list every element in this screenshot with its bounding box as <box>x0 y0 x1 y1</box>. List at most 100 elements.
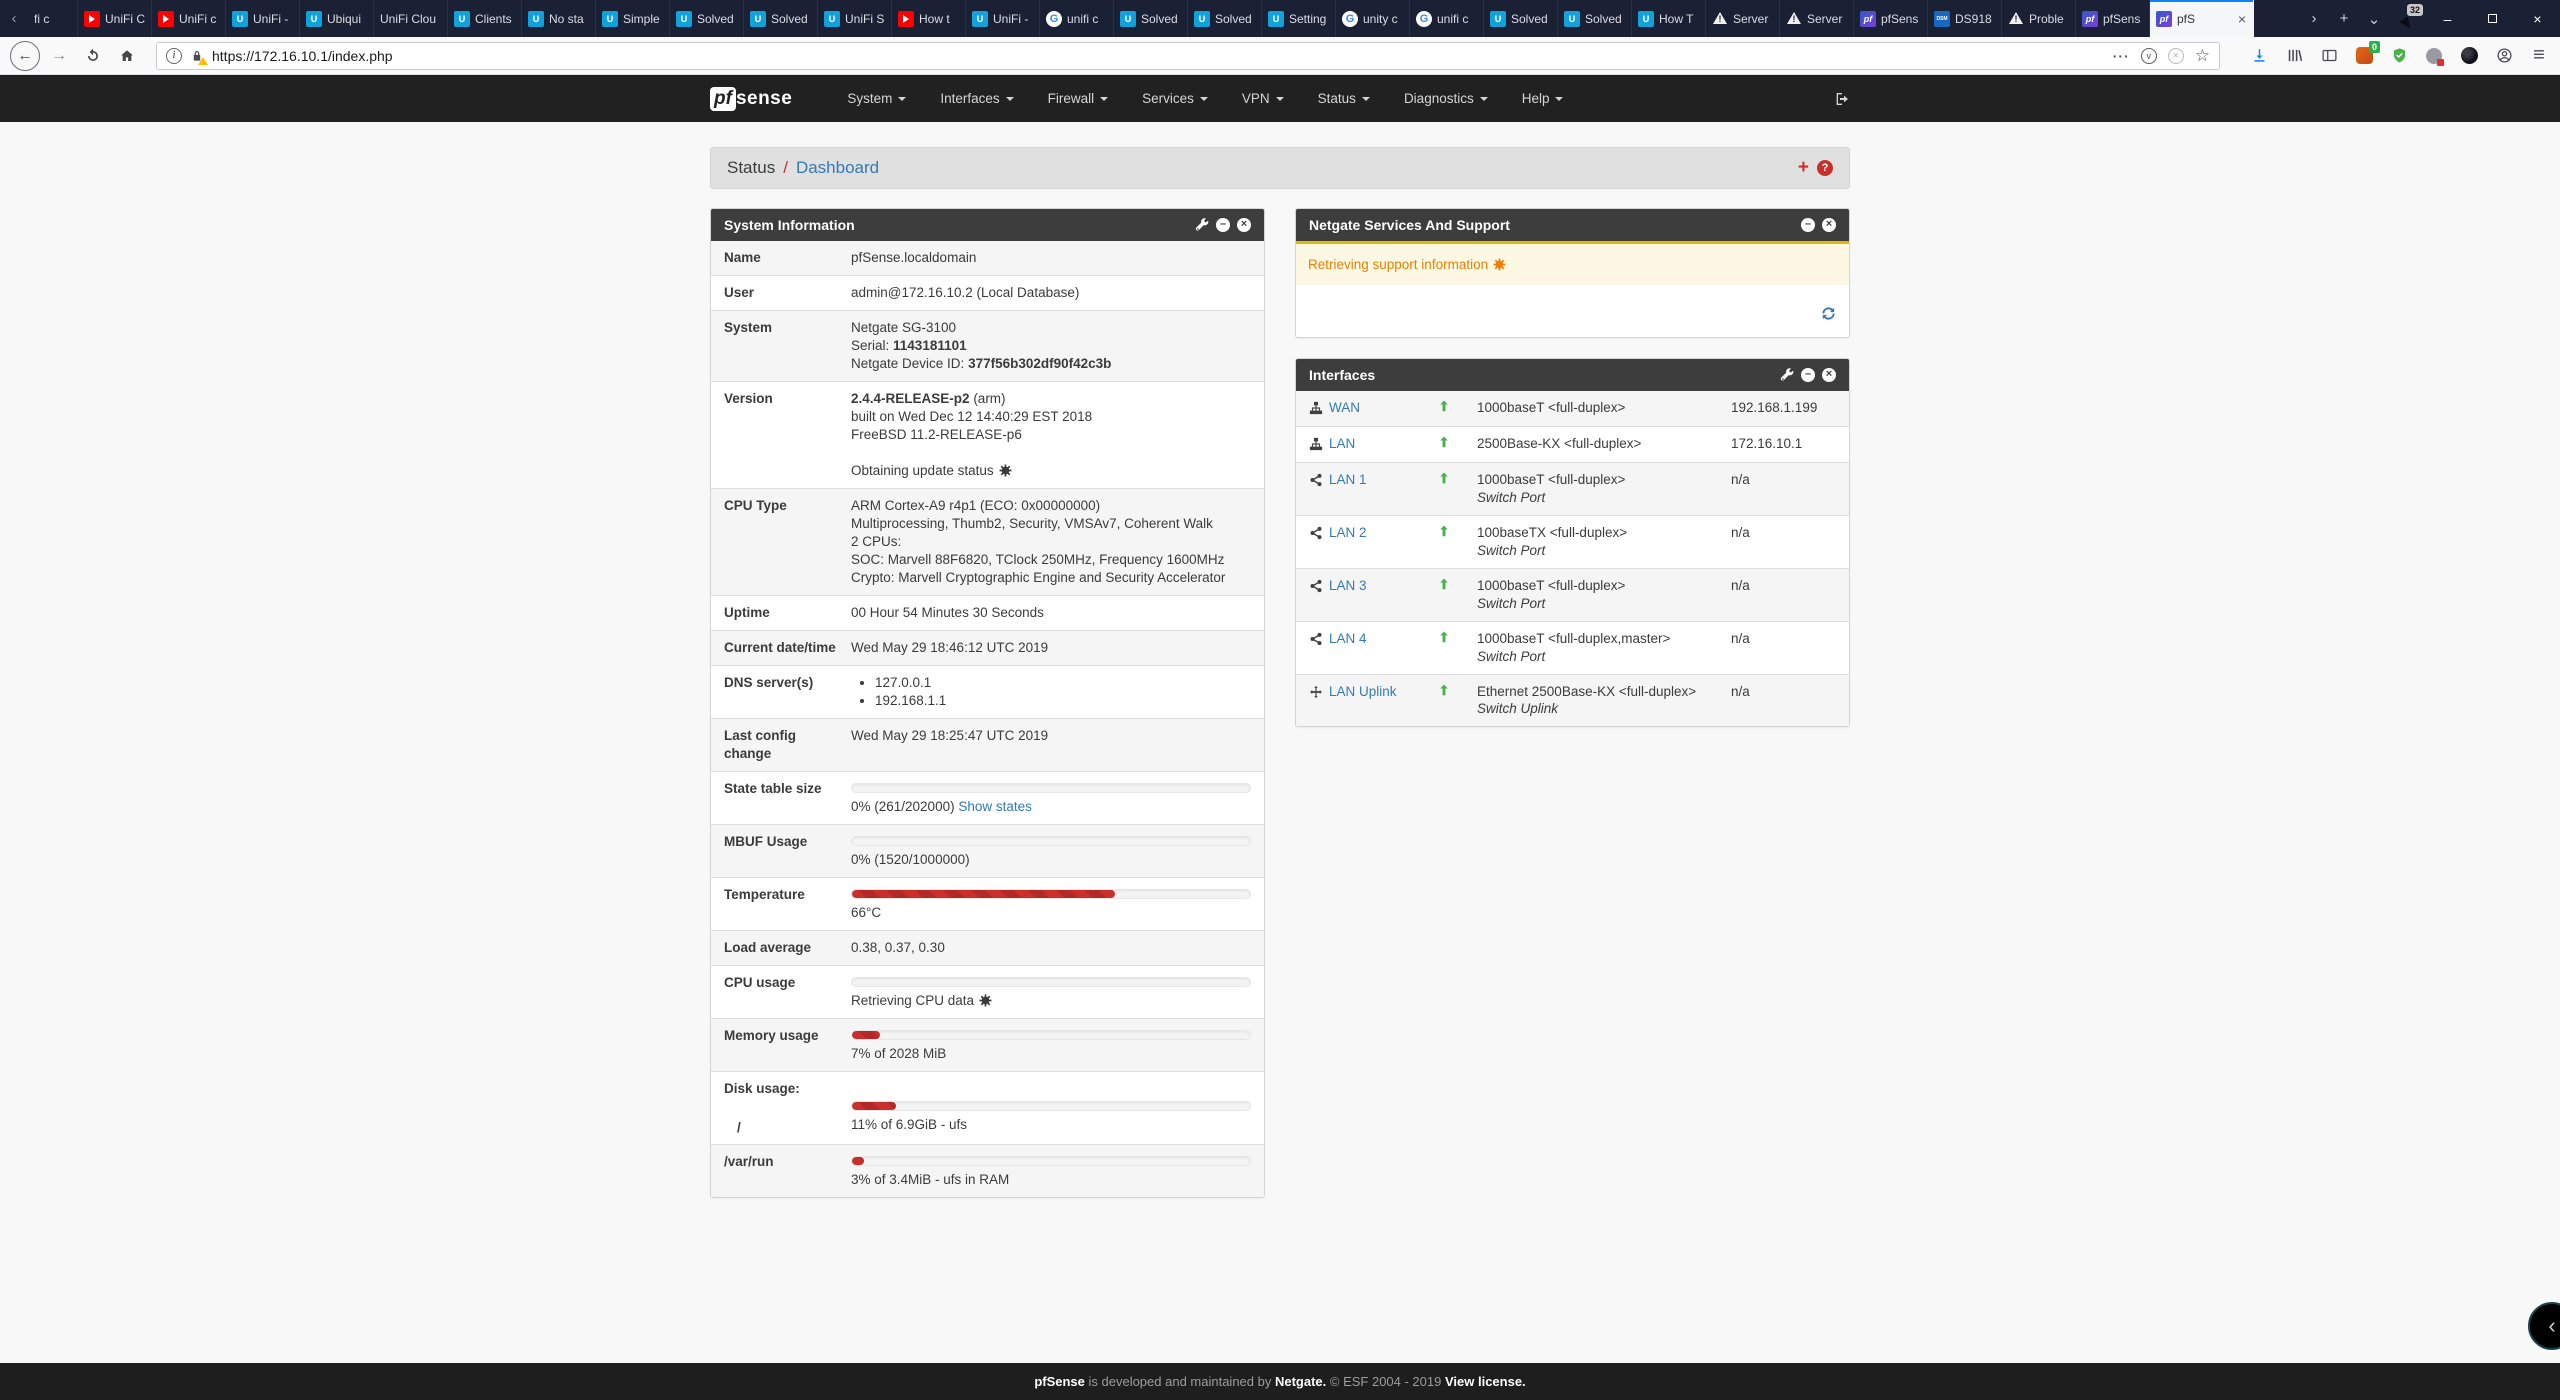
browser-tab[interactable]: fi c <box>28 0 78 37</box>
interface-type-icon <box>1309 437 1323 451</box>
url-bar[interactable]: https://172.16.10.1/index.php <box>156 41 2220 70</box>
tab-favicon <box>1786 11 1802 27</box>
page-info-icon[interactable] <box>166 47 182 64</box>
interface-row: LAN 3 1000baseT <full-duplex> Switch Por… <box>1296 567 1849 621</box>
browser-tab[interactable]: UniFi c <box>152 0 226 37</box>
browser-tab[interactable]: unifi c <box>1040 0 1114 37</box>
browser-tab[interactable]: How t <box>892 0 966 37</box>
interface-link[interactable]: LAN <box>1329 435 1356 451</box>
interface-link[interactable]: LAN 4 <box>1329 630 1367 646</box>
adblock-extension-icon[interactable]: 0 <box>2353 40 2380 67</box>
help-icon[interactable] <box>1817 160 1833 176</box>
close-panel-icon[interactable]: × <box>1237 218 1251 232</box>
browser-tab[interactable]: UniFi - <box>226 0 300 37</box>
minimize-panel-icon[interactable]: – <box>1216 218 1230 232</box>
browser-tab[interactable]: UniFi S <box>818 0 892 37</box>
account-icon[interactable] <box>2493 45 2515 67</box>
browser-tab[interactable]: pfS <box>2150 0 2254 37</box>
browser-tab[interactable]: Ubiqui <box>300 0 374 37</box>
logout-icon[interactable] <box>1834 91 1850 107</box>
browser-tab[interactable]: UniFi C <box>78 0 152 37</box>
browser-tab[interactable]: How T <box>1632 0 1706 37</box>
breadcrumb-page[interactable]: Dashboard <box>795 158 880 177</box>
pocket-icon[interactable] <box>2140 47 2157 64</box>
browser-tab[interactable]: Proble <box>2002 0 2076 37</box>
library-icon[interactable] <box>2283 45 2305 67</box>
browser-tab[interactable]: Clients <box>448 0 522 37</box>
scroll-tabs-right-icon[interactable]: › <box>2311 10 2317 27</box>
close-window-button[interactable]: × <box>2533 10 2542 27</box>
sidebar-icon[interactable] <box>2318 45 2340 67</box>
browser-tab[interactable]: Solved <box>670 0 744 37</box>
tab-counter-extension-icon[interactable]: 32 <box>2389 0 2425 37</box>
wrench-icon[interactable] <box>1780 368 1794 382</box>
pfsense-logo[interactable]: pf sense <box>710 86 792 111</box>
insecure-lock-icon[interactable] <box>190 49 208 65</box>
browser-tab[interactable]: Solved <box>1114 0 1188 37</box>
browser-tab[interactable]: Solved <box>1484 0 1558 37</box>
list-tabs-icon[interactable]: ⌄ <box>2367 10 2381 28</box>
browser-tab[interactable]: pfSens <box>1854 0 1928 37</box>
browser-tab[interactable]: UniFi Clou <box>374 0 448 37</box>
interface-link[interactable]: LAN 3 <box>1329 577 1367 593</box>
browser-tab[interactable]: pfSens <box>2076 0 2150 37</box>
tab-close-icon[interactable] <box>2237 11 2247 27</box>
refresh-icon[interactable] <box>1820 305 1837 327</box>
menu-item[interactable]: System <box>830 75 923 122</box>
browser-tab[interactable]: UniFi - <box>966 0 1040 37</box>
row-label: Uptime <box>724 604 770 620</box>
browser-tab[interactable]: Solved <box>1558 0 1632 37</box>
ublock-extension-icon[interactable] <box>2423 45 2445 67</box>
new-tab-button[interactable]: + <box>2339 10 2349 27</box>
tab-title: UniFi c <box>179 11 217 26</box>
browser-tab[interactable]: unity c <box>1336 0 1410 37</box>
browser-tab[interactable]: Solved <box>1188 0 1262 37</box>
minimize-panel-icon[interactable]: – <box>1801 368 1815 382</box>
scroll-tabs-left-icon[interactable]: ‹ <box>11 10 17 27</box>
home-button[interactable] <box>112 41 142 71</box>
menu-item[interactable]: Firewall <box>1031 75 1126 122</box>
restore-window-button[interactable] <box>2470 0 2515 37</box>
browser-tab[interactable]: No sta <box>522 0 596 37</box>
system-information-panel: System Information – × Name pfSense.loca… <box>710 208 1265 1199</box>
minimize-panel-icon[interactable]: – <box>1801 218 1815 232</box>
browser-tab[interactable]: Solved <box>744 0 818 37</box>
interface-link[interactable]: WAN <box>1329 400 1360 415</box>
view-license-link[interactable]: View license. <box>1444 1374 1526 1389</box>
minimize-window-button[interactable]: – <box>2443 10 2452 27</box>
reload-button[interactable] <box>78 41 108 71</box>
chat-widget-button[interactable] <box>2528 1302 2560 1350</box>
browser-tab[interactable]: DS918 <box>1928 0 2002 37</box>
menu-item[interactable]: Diagnostics <box>1387 75 1505 122</box>
disabled-extension-icon[interactable] <box>2167 47 2184 64</box>
close-panel-icon[interactable]: × <box>1822 368 1836 382</box>
wrench-icon[interactable] <box>1195 218 1209 232</box>
close-panel-icon[interactable]: × <box>1822 218 1836 232</box>
browser-tab[interactable]: unifi c <box>1410 0 1484 37</box>
tab-title: unifi c <box>1067 11 1099 26</box>
forward-button[interactable]: → <box>51 46 67 64</box>
browser-tab[interactable]: Server <box>1780 0 1854 37</box>
interface-link[interactable]: LAN 2 <box>1329 524 1367 540</box>
interface-ip: n/a <box>1731 683 1750 699</box>
menu-item[interactable]: Services <box>1125 75 1225 122</box>
menu-item[interactable]: Status <box>1301 75 1387 122</box>
menu-item[interactable]: Interfaces <box>923 75 1030 122</box>
browser-tab[interactable]: Server <box>1706 0 1780 37</box>
browser-tab[interactable]: Setting <box>1262 0 1336 37</box>
interface-link[interactable]: LAN 1 <box>1329 471 1367 487</box>
privacy-extension-icon[interactable] <box>2458 45 2480 67</box>
page-actions-icon[interactable] <box>2113 48 2130 64</box>
menu-item[interactable]: Help <box>1505 75 1581 122</box>
tab-favicon <box>84 10 100 27</box>
back-button[interactable]: ← <box>10 40 40 71</box>
show-states-link[interactable]: Show states <box>958 798 1032 814</box>
bookmark-star-icon[interactable] <box>2195 46 2210 66</box>
menu-icon[interactable] <box>2528 45 2550 67</box>
menu-item[interactable]: VPN <box>1225 75 1301 122</box>
add-widget-icon[interactable] <box>1798 157 1809 179</box>
downloads-icon[interactable] <box>2248 45 2270 67</box>
interface-link[interactable]: LAN Uplink <box>1329 683 1397 699</box>
shield-extension-icon[interactable] <box>2388 45 2410 67</box>
browser-tab[interactable]: Simple <box>596 0 670 37</box>
